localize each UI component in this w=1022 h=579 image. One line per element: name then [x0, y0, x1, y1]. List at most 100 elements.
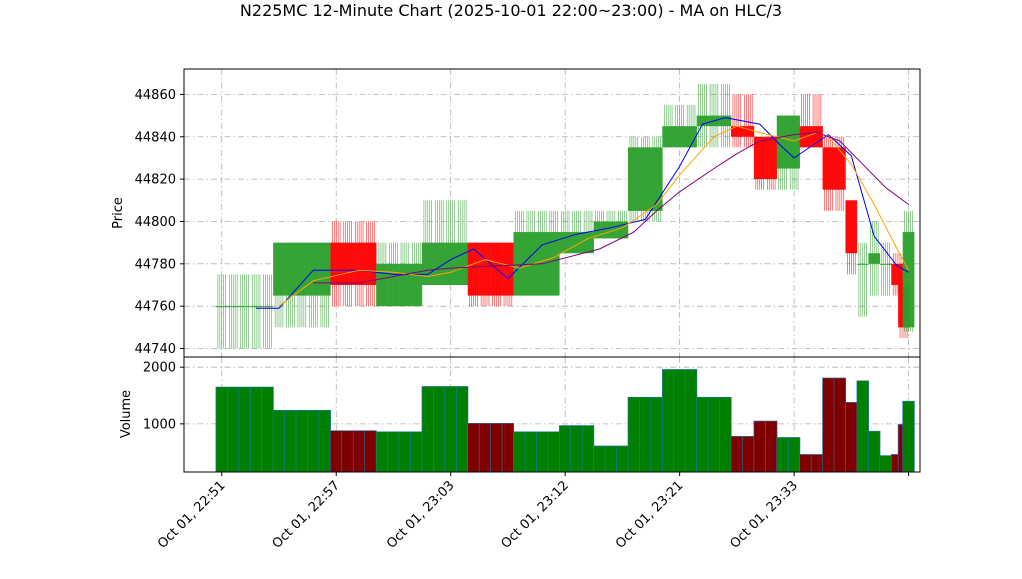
- volume-bar: [215, 386, 228, 473]
- volume-bar: [639, 396, 652, 473]
- volume-bar: [684, 369, 698, 473]
- price-tick-label: 44800: [135, 215, 176, 230]
- candle-body: [650, 147, 663, 211]
- candle-body: [662, 126, 675, 148]
- candle-body: [742, 126, 755, 137]
- volume-bar: [387, 431, 400, 473]
- candle-body: [765, 136, 778, 180]
- candle-body: [341, 242, 354, 285]
- x-tick-label: Oct 01, 22:51: [155, 478, 228, 551]
- volume-bar: [433, 386, 446, 473]
- volume-bar: [696, 396, 709, 473]
- volume-bar: [249, 386, 263, 473]
- volume-bar: [295, 409, 309, 473]
- candle-body: [261, 306, 274, 308]
- candle-body: [902, 232, 915, 328]
- candle-body: [524, 232, 537, 296]
- volume-tick-label: 2000: [143, 361, 176, 376]
- candle-body: [822, 147, 835, 190]
- candle-body: [284, 242, 297, 296]
- candle-body: [696, 115, 709, 127]
- volume-bar: [261, 386, 274, 473]
- candle-body: [673, 126, 686, 148]
- volume-bar: [776, 437, 789, 473]
- volume-bar: [318, 409, 331, 473]
- volume-bar: [742, 436, 755, 473]
- volume-axis-label: Volume: [119, 390, 134, 438]
- candle-body: [730, 126, 743, 137]
- volume-bar: [730, 436, 744, 473]
- candle-body: [788, 115, 800, 169]
- chart-title: N225MC 12-Minute Chart (2025-10-01 22:00…: [240, 1, 782, 20]
- volume-bar: [570, 425, 583, 473]
- volume-bar: [272, 409, 286, 473]
- volume-bar: [810, 454, 824, 473]
- price-axis-label: Price: [111, 197, 126, 229]
- volume-bar: [478, 422, 492, 473]
- candle-body: [467, 242, 480, 296]
- candle-body: [559, 232, 572, 254]
- volume-bar: [787, 437, 801, 473]
- moving-averages: [256, 117, 910, 309]
- candle-body: [238, 306, 251, 308]
- volume-bar: [604, 445, 618, 473]
- candle-body: [834, 147, 846, 190]
- candle-body: [616, 221, 629, 239]
- volume-bar: [490, 422, 503, 473]
- candle-body: [879, 263, 892, 265]
- candle-body: [364, 242, 377, 285]
- volume-bar: [719, 396, 732, 473]
- candle-body: [410, 263, 423, 307]
- volume-bar: [707, 396, 721, 473]
- candle-body: [753, 136, 766, 180]
- volume-bar: [673, 369, 686, 473]
- x-tick-label: Oct 01, 23:33: [727, 478, 800, 551]
- candle-body: [399, 263, 411, 307]
- volume-panel-frame: [183, 356, 921, 473]
- candle-body: [215, 306, 228, 308]
- candle-body: [570, 232, 583, 254]
- price-tick-label: 44860: [135, 88, 176, 103]
- x-tick-label: Oct 01, 23:21: [613, 478, 686, 551]
- x-tick-label: Oct 01, 23:12: [499, 478, 572, 551]
- x-tick-label: Oct 01, 23:03: [384, 478, 457, 551]
- candle-body: [719, 115, 732, 127]
- volume-bar: [845, 402, 858, 473]
- volume-bar: [524, 431, 537, 473]
- candle-body: [353, 242, 365, 285]
- x-tick-label: Oct 01, 22:57: [270, 478, 343, 551]
- volume-bar: [501, 422, 515, 473]
- candle-body: [273, 242, 285, 296]
- candle-body: [227, 306, 240, 308]
- candle-body: [307, 242, 320, 296]
- volume-bar: [330, 430, 343, 473]
- volume-bar: [421, 386, 434, 473]
- volume-bar: [398, 431, 412, 473]
- volume-bar: [833, 377, 847, 473]
- price-tick-label: 44780: [135, 257, 176, 272]
- candle-body: [387, 263, 400, 307]
- candle-body: [296, 242, 308, 296]
- volume-bar: [799, 454, 812, 473]
- volume-bar: [341, 430, 354, 473]
- volume-bar: [227, 386, 240, 473]
- candle-body: [330, 242, 343, 285]
- x-axis: Oct 01, 22:51 Oct 01, 22:57 Oct 01, 23:03 O…: [155, 472, 910, 552]
- volume-bar: [616, 445, 629, 473]
- candle-body: [444, 242, 457, 285]
- candle-body: [376, 263, 388, 307]
- candle-body: [250, 306, 262, 308]
- price-candles: [215, 83, 915, 349]
- price-tick-label: 44820: [135, 173, 176, 188]
- volume-bar: [455, 386, 469, 473]
- price-y-axis: 44740 44760 44780 44800 44820 44840 44860: [135, 88, 184, 357]
- volume-bar: [627, 396, 641, 473]
- volume-bar: [662, 369, 675, 473]
- candle-body: [685, 126, 697, 148]
- candle-body: [639, 147, 652, 211]
- candle-body: [605, 221, 617, 239]
- candle-body: [627, 147, 640, 211]
- volume-bar: [364, 430, 377, 473]
